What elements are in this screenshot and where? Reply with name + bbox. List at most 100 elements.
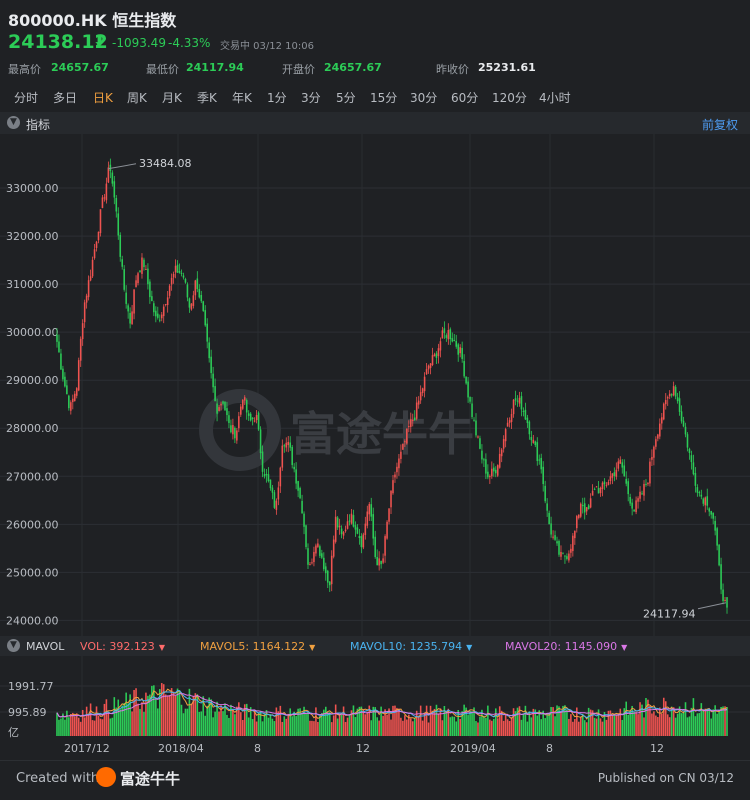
volume-bar bbox=[579, 716, 582, 736]
volume-bar bbox=[449, 717, 452, 736]
volume-bar bbox=[408, 714, 410, 736]
candle-body bbox=[346, 521, 349, 529]
tab-0[interactable]: 分时 bbox=[14, 91, 39, 105]
tab-13[interactable]: 120分 bbox=[492, 91, 527, 105]
volume-bar bbox=[680, 713, 683, 736]
candle-body bbox=[79, 338, 82, 361]
tab-12[interactable]: 60分 bbox=[451, 91, 479, 105]
volume-bar bbox=[469, 710, 471, 736]
volume-bar bbox=[520, 719, 523, 736]
candle-body bbox=[75, 388, 78, 396]
candle-body bbox=[147, 268, 149, 285]
candle-body bbox=[99, 209, 102, 234]
candle-body bbox=[668, 393, 671, 397]
volume-bar bbox=[388, 708, 390, 736]
mavol10-legend[interactable]: MAVOL10: 1235.794 ▼ bbox=[350, 640, 473, 653]
volume-bar bbox=[269, 714, 272, 736]
volume-bar bbox=[623, 708, 626, 736]
volume-bar bbox=[68, 717, 70, 736]
volume-bar bbox=[593, 717, 596, 736]
price-change-percent: -4.33% bbox=[168, 36, 211, 50]
candle-body bbox=[348, 520, 351, 522]
candle-body bbox=[566, 556, 568, 559]
volume-bar bbox=[243, 704, 246, 736]
mavol-collapse-icon[interactable]: ▼ bbox=[7, 639, 20, 652]
volume-bar bbox=[481, 709, 483, 736]
candle-body bbox=[125, 292, 127, 304]
candle-body bbox=[236, 430, 238, 441]
tab-6[interactable]: 年K bbox=[232, 91, 252, 105]
last-price: 24138.12 bbox=[8, 31, 108, 53]
tab-4[interactable]: 月K bbox=[162, 91, 182, 105]
candle-body bbox=[334, 516, 337, 542]
candle-body bbox=[216, 403, 218, 414]
volume-bar bbox=[417, 715, 420, 736]
candlestick-chart[interactable]: 富途牛牛 33000.00 32000.00 31000.00 30000.00 290… bbox=[0, 134, 750, 636]
candle-body bbox=[394, 474, 396, 478]
volume-bar bbox=[655, 715, 657, 736]
volume-bar bbox=[587, 707, 590, 736]
candle-body bbox=[613, 472, 616, 476]
volume-bar bbox=[609, 710, 612, 736]
tab-7[interactable]: 1分 bbox=[267, 91, 287, 105]
adjust-mode-button[interactable]: 前复权 bbox=[701, 118, 738, 132]
volume-bar bbox=[686, 717, 689, 736]
vol-legend[interactable]: VOL: 392.123 ▼ bbox=[80, 640, 165, 653]
candle-body bbox=[160, 314, 163, 319]
candle-body bbox=[299, 487, 301, 499]
candle-body bbox=[682, 420, 685, 427]
tab-11[interactable]: 30分 bbox=[410, 91, 438, 105]
tab-14[interactable]: 4小时 bbox=[539, 91, 571, 105]
candle-body bbox=[698, 492, 701, 494]
indicator-label[interactable]: 指标 bbox=[26, 118, 51, 132]
volume-bar bbox=[216, 701, 218, 736]
volume-bar bbox=[664, 701, 667, 736]
candle-body bbox=[162, 306, 165, 317]
candle-body bbox=[471, 403, 473, 417]
candle-body bbox=[384, 536, 386, 556]
volume-bar bbox=[692, 698, 695, 736]
volume-bar bbox=[212, 717, 214, 736]
mavol20-legend[interactable]: MAVOL20: 1145.090 ▼ bbox=[505, 640, 628, 653]
volume-bar bbox=[291, 716, 293, 736]
candle-body bbox=[591, 490, 594, 496]
volume-bar bbox=[319, 715, 321, 736]
tab-3[interactable]: 周K bbox=[127, 91, 147, 105]
candle-body bbox=[516, 400, 519, 402]
volume-bar bbox=[109, 718, 112, 736]
candle-body bbox=[105, 183, 108, 201]
period-tabs: 分时 多日 日K 周K 月K 季K 年K 1分 3分 5分 15分 30分 60分 120分 4小时 bbox=[0, 84, 750, 110]
tab-9[interactable]: 5分 bbox=[336, 91, 356, 105]
candle-body bbox=[688, 448, 691, 453]
candle-body bbox=[433, 354, 436, 357]
volume-bar bbox=[595, 718, 598, 736]
tab-8[interactable]: 3分 bbox=[301, 91, 321, 105]
volume-bar bbox=[168, 695, 171, 736]
volume-bar bbox=[479, 716, 481, 736]
volume-bar bbox=[423, 712, 426, 736]
tab-5[interactable]: 季K bbox=[197, 91, 217, 105]
x-tick-label: 12 bbox=[356, 742, 370, 755]
candle-body bbox=[121, 259, 123, 267]
collapse-toggle-icon[interactable]: ▼ bbox=[7, 116, 20, 129]
candle-body bbox=[166, 297, 169, 306]
mavol5-legend[interactable]: MAVOL5: 1164.122 ▼ bbox=[200, 640, 316, 653]
volume-chart[interactable]: 1991.77 995.89 亿 2017/12 2018/04 8 12 2019/04 8… bbox=[0, 656, 750, 760]
candle-body bbox=[267, 474, 270, 482]
volume-bar bbox=[382, 715, 384, 736]
volume-bar bbox=[206, 705, 208, 736]
volume-bar bbox=[552, 707, 554, 736]
candle-body bbox=[544, 485, 546, 502]
volume-bar bbox=[277, 711, 280, 736]
volume-bar bbox=[263, 713, 266, 736]
volume-bar bbox=[180, 704, 183, 736]
tab-10[interactable]: 15分 bbox=[370, 91, 398, 105]
volume-bar bbox=[147, 695, 149, 736]
tab-2[interactable]: 日K bbox=[93, 91, 113, 105]
candle-body bbox=[526, 417, 529, 424]
volume-bar bbox=[724, 706, 726, 736]
volume-bar bbox=[583, 720, 586, 736]
tab-1[interactable]: 多日 bbox=[53, 91, 78, 105]
candle-body bbox=[196, 278, 199, 290]
candle-body bbox=[230, 425, 232, 433]
